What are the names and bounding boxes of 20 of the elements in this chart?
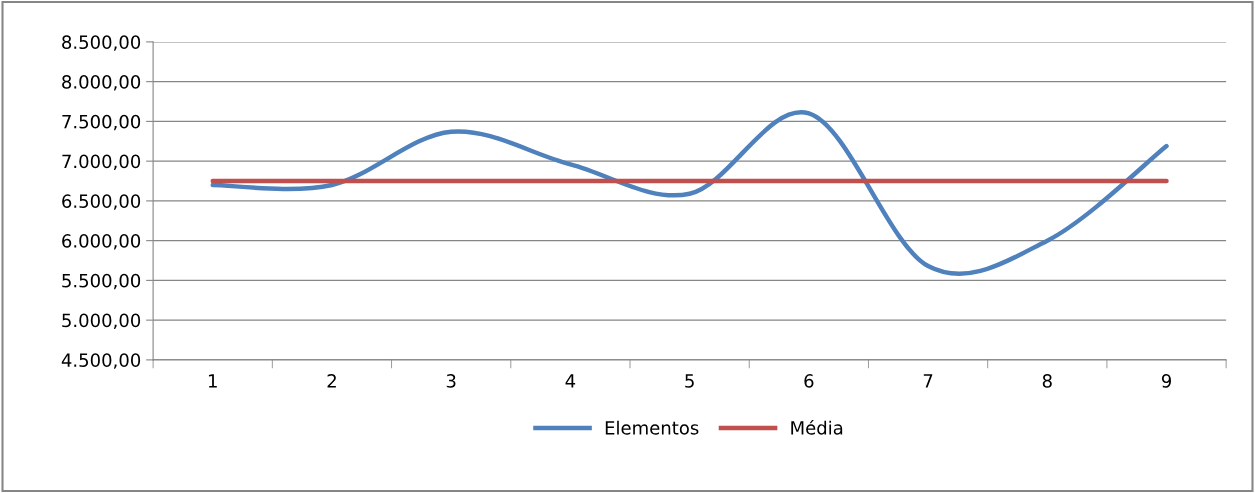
x-tick-label: 9 — [1161, 374, 1171, 388]
legend-label: Média — [791, 419, 843, 435]
y-tick-label: 6.000,00 — [62, 234, 141, 250]
y-tick-label: 8.000,00 — [62, 75, 141, 91]
x-tick-label: 6 — [804, 374, 814, 388]
y-tick-label: 8.500,00 — [62, 35, 141, 51]
x-tick-label: 8 — [1042, 374, 1052, 388]
legend-label: Elementos — [605, 420, 699, 435]
y-tick-label: 6.500,00 — [62, 194, 141, 210]
x-tick-label: 3 — [446, 374, 456, 388]
x-tick-label: 1 — [208, 374, 217, 388]
x-tick-label: 2 — [327, 374, 336, 388]
x-tick-label: 7 — [923, 374, 933, 388]
y-tick-label: 4.500,00 — [61, 353, 141, 369]
y-tick-label: 5.500,00 — [62, 273, 141, 290]
x-tick-label: 5 — [685, 374, 694, 388]
x-tick-label: 4 — [565, 374, 576, 388]
y-tick-label: 7.500,00 — [62, 114, 141, 131]
y-tick-label: 5.000,00 — [62, 313, 141, 330]
y-tick-label: 7.000,00 — [62, 154, 141, 171]
